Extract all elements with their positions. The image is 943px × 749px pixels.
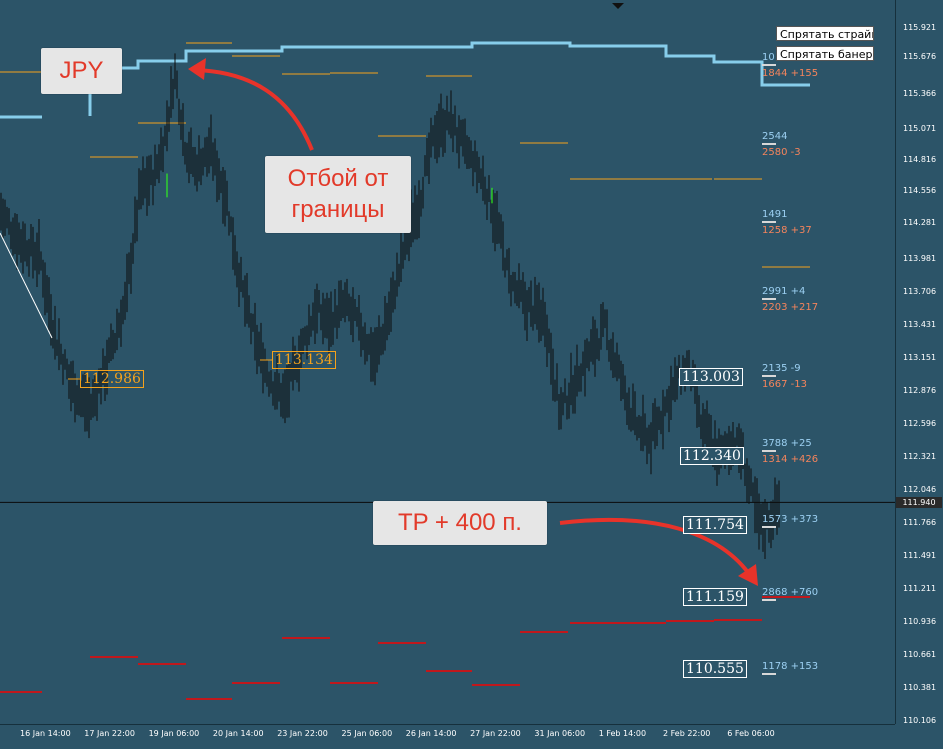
- strike-marker: [762, 375, 776, 377]
- price-chart[interactable]: [0, 0, 895, 724]
- x-tick-label: 6 Feb 06:00: [727, 729, 775, 738]
- x-tick-label: 19 Jan 06:00: [148, 729, 200, 738]
- symbol-callout: JPY: [41, 48, 122, 94]
- arrowhead: [188, 58, 206, 80]
- x-tick-label: 26 Jan 14:00: [405, 729, 457, 738]
- price-level-label: 113.003: [679, 368, 743, 386]
- strike-call-label: 2135 -9: [762, 363, 801, 374]
- y-tick-label: 111.766: [903, 518, 937, 528]
- y-tick-label: 110.381: [903, 683, 937, 693]
- strike-put-label: 1258 +37: [762, 225, 812, 236]
- x-tick-label: 23 Jan 22:00: [277, 729, 328, 738]
- strike-call-label: 1491: [762, 209, 788, 220]
- strike-marker: [762, 599, 776, 601]
- scroll-marker: [612, 3, 624, 9]
- y-tick-label: 113.151: [903, 353, 937, 363]
- x-tick-label: 2 Feb 22:00: [663, 729, 711, 738]
- price-level-label: 112.340: [680, 447, 744, 465]
- price-level-label: 111.754: [683, 516, 747, 534]
- hide-strike-button[interactable]: Спрятать страйк: [776, 26, 874, 41]
- strike-put-label: 2203 +217: [762, 302, 819, 313]
- y-tick-label: 113.431: [903, 319, 937, 329]
- price-level-label: 111.159: [683, 588, 747, 606]
- y-tick-label: 110.936: [903, 617, 937, 627]
- strike-put-label: 1667 -13: [762, 379, 807, 390]
- bounce-callout: Отбой от границы: [265, 156, 411, 233]
- y-tick-label: 115.071: [903, 124, 937, 134]
- x-tick-label: 16 Jan 14:00: [20, 729, 71, 738]
- strike-call-label: 1573 +373: [762, 514, 819, 525]
- y-tick-label: 113.706: [903, 286, 937, 296]
- x-tick-label: 25 Jan 06:00: [341, 729, 393, 738]
- y-tick-label: 114.281: [903, 218, 937, 228]
- x-tick-label: 27 Jan 22:00: [470, 729, 521, 738]
- strike-put-label: 1314 +426: [762, 454, 819, 465]
- strike-call-label: 3788 +25: [762, 438, 812, 449]
- x-tick-label: 31 Jan 06:00: [534, 729, 586, 738]
- strike-marker: [762, 673, 776, 675]
- strike-marker: [762, 64, 776, 66]
- take-profit-callout: TP + 400 п.: [373, 501, 547, 545]
- strike-marker: [762, 143, 776, 145]
- y-tick-label: 111.491: [903, 550, 937, 560]
- y-tick-label: 113.981: [903, 254, 937, 264]
- strike-put-label: 2580 -3: [762, 147, 801, 158]
- hide-banner-button[interactable]: Спрятать банер: [776, 46, 874, 61]
- trend-line: [0, 232, 53, 339]
- y-tick-label: 115.366: [903, 89, 937, 99]
- y-tick-label: 110.661: [903, 649, 937, 659]
- strike-put-label: 1844 +155: [762, 68, 819, 79]
- bounce-arrow: [195, 68, 314, 151]
- current-price-label: 111.940: [896, 497, 942, 509]
- y-tick-label: 112.596: [903, 419, 937, 429]
- y-tick-label: 112.876: [903, 385, 937, 395]
- strike-call-label: 10: [762, 52, 775, 63]
- strike-marker: [762, 450, 776, 452]
- price-level-label: 110.555: [683, 660, 747, 678]
- y-tick-label: 111.211: [903, 584, 937, 594]
- strike-call-label: 1178 +153: [762, 661, 819, 672]
- price-axis: 115.921 115.676 115.366 115.071 114.816 114.5…: [895, 0, 943, 725]
- y-tick-label: 112.321: [903, 452, 937, 462]
- chart-area[interactable]: Спрятать страйк Спрятать банер JPY Отбой…: [0, 0, 895, 724]
- strike-marker: [762, 221, 776, 223]
- price-level-label: 112.986: [80, 370, 144, 388]
- x-tick-label: 1 Feb 14:00: [598, 729, 647, 738]
- strike-call-label: 2991 +4: [762, 286, 806, 297]
- price-level-label: 113.134: [272, 351, 336, 369]
- take-profit-arrow: [559, 517, 754, 580]
- y-tick-label: 114.816: [903, 154, 937, 164]
- strike-call-label: 2544: [762, 131, 788, 142]
- strike-call-label: 2868 +760: [762, 587, 819, 598]
- x-tick-label: 20 Jan 14:00: [212, 729, 264, 738]
- strike-marker: [762, 298, 776, 300]
- strike-marker: [762, 526, 776, 528]
- resistance-line: [88, 41, 810, 116]
- y-tick-label: 114.556: [903, 185, 937, 195]
- y-tick-label: 112.046: [903, 484, 937, 494]
- x-tick-label: 17 Jan 22:00: [84, 729, 135, 738]
- time-axis: 16 Jan 14:00 17 Jan 22:00 19 Jan 06:00 20 J…: [0, 724, 895, 749]
- y-tick-label: 110.106: [903, 716, 937, 725]
- y-tick-label: 115.921: [903, 23, 937, 32]
- arrowhead: [738, 564, 758, 586]
- y-tick-label: 115.676: [903, 52, 937, 62]
